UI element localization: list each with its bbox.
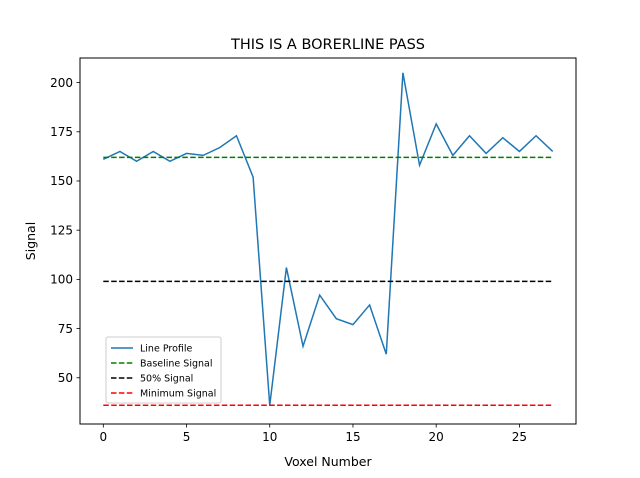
x-tick-label: 5 (183, 430, 191, 444)
legend: Line Profile Baseline Signal 50% Signal Min… (105, 336, 222, 404)
y-tick-label: 200 (50, 76, 73, 90)
y-tick-label: 175 (50, 125, 73, 139)
y-tick-label: 100 (50, 273, 73, 287)
plot-area-frame (79, 57, 577, 425)
x-tick-label: 15 (345, 430, 360, 444)
y-axis: 50 75 100 125 150 175 200 (50, 76, 80, 385)
x-tick-label: 10 (262, 430, 277, 444)
legend-label-baseline-signal: Baseline Signal (140, 359, 212, 370)
legend-label-line-profile: Line Profile (140, 344, 193, 355)
x-axis-label: Voxel Number (284, 454, 372, 469)
x-tick-label: 0 (99, 430, 107, 444)
legend-label-minimum-signal: Minimum Signal (140, 389, 216, 400)
series-layer (102, 72, 554, 407)
legend-label-50-signal: 50% Signal (140, 374, 193, 385)
chart-title: THIS IS A BORERLINE PASS (230, 37, 425, 53)
y-tick-label: 150 (50, 174, 73, 188)
y-tick-label: 75 (58, 322, 73, 336)
x-tick-label: 20 (429, 430, 444, 444)
x-axis: 0 5 10 15 20 25 (99, 424, 527, 444)
y-tick-label: 125 (50, 223, 73, 237)
legend-box (105, 336, 222, 404)
y-axis-label: Signal (23, 222, 38, 260)
y-tick-label: 50 (58, 371, 73, 385)
x-tick-label: 25 (512, 430, 527, 444)
